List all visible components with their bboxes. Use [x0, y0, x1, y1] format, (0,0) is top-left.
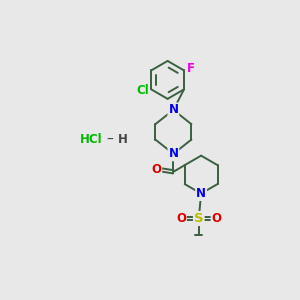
- Text: O: O: [212, 212, 222, 225]
- Text: O: O: [176, 212, 186, 225]
- Text: F: F: [187, 62, 195, 75]
- Text: N: N: [168, 103, 178, 116]
- Text: N: N: [168, 147, 178, 160]
- Text: –: –: [106, 133, 113, 147]
- Text: O: O: [151, 163, 161, 176]
- Text: S: S: [194, 212, 204, 225]
- Text: HCl: HCl: [80, 134, 103, 146]
- Text: N: N: [196, 187, 206, 200]
- Text: Cl: Cl: [136, 84, 149, 97]
- Text: H: H: [118, 134, 128, 146]
